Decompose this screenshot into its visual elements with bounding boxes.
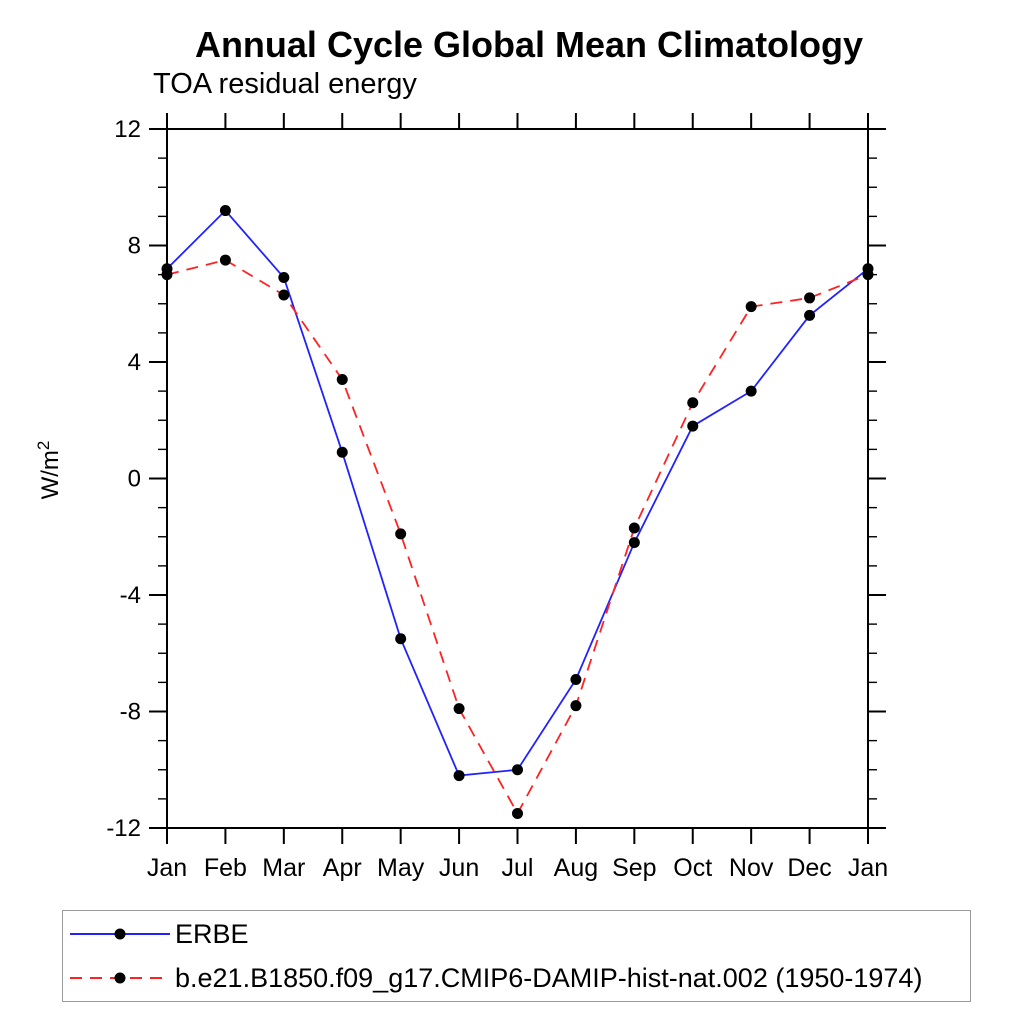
y-axis-tick-labels: -12 -8 -4 0 4 8 12 bbox=[106, 116, 141, 842]
legend-label-erbe: ERBE bbox=[175, 918, 249, 949]
chart-subtitle: TOA residual energy bbox=[153, 68, 417, 100]
y-tick-label: 4 bbox=[128, 349, 141, 376]
x-tick-label: Oct bbox=[673, 854, 712, 882]
legend-item-model: b.e21.B1850.f09_g17.CMIP6-DAMIP-hist-nat… bbox=[67, 956, 970, 1000]
x-tick-label: Jul bbox=[502, 854, 534, 882]
data-point-marker bbox=[628, 522, 640, 534]
data-point-marker bbox=[687, 420, 699, 432]
data-point-marker bbox=[745, 385, 757, 397]
data-point-marker bbox=[395, 528, 407, 540]
chart-title: Annual Cycle Global Mean Climatology bbox=[194, 24, 864, 65]
data-point-marker bbox=[862, 269, 874, 281]
data-point-marker bbox=[395, 633, 407, 645]
x-tick-label: Jun bbox=[439, 854, 479, 882]
y-tick-label: 12 bbox=[114, 116, 141, 143]
model-markers bbox=[161, 254, 874, 819]
data-point-marker bbox=[278, 272, 290, 284]
y-axis-ticks bbox=[149, 128, 886, 829]
data-point-marker bbox=[453, 770, 465, 782]
x-axis-tick-labels: Jan Feb Mar Apr May Jun Jul Aug Sep Oct Nov Dec Jan bbox=[147, 854, 888, 882]
data-point-marker bbox=[570, 673, 582, 685]
data-point-marker bbox=[512, 764, 523, 776]
data-point-marker bbox=[161, 269, 173, 281]
legend-item-erbe: ERBE bbox=[67, 912, 970, 956]
y-tick-label: 0 bbox=[128, 466, 141, 493]
data-point-marker bbox=[453, 703, 465, 715]
x-tick-label: Jan bbox=[147, 854, 187, 882]
x-tick-label: Sep bbox=[612, 854, 656, 882]
data-point-marker bbox=[219, 205, 231, 217]
legend-box: ERBE b.e21.B1850.f09_g17.CMIP6-DAMIP-his… bbox=[62, 910, 971, 1002]
plot-frame bbox=[166, 128, 869, 829]
y-tick-label: -8 bbox=[120, 699, 141, 726]
data-point-marker bbox=[512, 807, 523, 819]
model-line bbox=[166, 259, 869, 816]
legend-label-model: b.e21.B1850.f09_g17.CMIP6-DAMIP-hist-nat… bbox=[175, 962, 923, 993]
x-tick-label: Nov bbox=[729, 854, 774, 882]
data-point-marker bbox=[687, 397, 699, 409]
y-tick-label: -4 bbox=[120, 582, 141, 609]
x-axis-ticks bbox=[166, 113, 869, 844]
legend-line-sample-model bbox=[70, 972, 170, 984]
data-point-marker bbox=[570, 700, 582, 712]
data-point-marker bbox=[804, 309, 816, 321]
x-tick-label: May bbox=[377, 854, 425, 882]
y-tick-label: -12 bbox=[106, 815, 141, 842]
erbe-line bbox=[166, 209, 869, 777]
y-axis-title: W/m2 bbox=[34, 441, 64, 500]
x-tick-label: Apr bbox=[323, 854, 362, 882]
x-tick-label: Mar bbox=[262, 854, 305, 882]
data-point-marker bbox=[219, 254, 231, 266]
data-point-marker bbox=[804, 292, 816, 304]
data-point-marker bbox=[628, 537, 640, 549]
legend-marker-icon bbox=[114, 928, 126, 940]
legend-marker-icon bbox=[114, 972, 126, 984]
legend-line-sample-erbe bbox=[70, 928, 170, 940]
x-tick-label: Feb bbox=[204, 854, 247, 882]
data-point-marker bbox=[745, 301, 757, 313]
x-tick-label: Jan bbox=[848, 854, 888, 882]
x-tick-label: Aug bbox=[554, 854, 598, 882]
erbe-markers bbox=[161, 205, 874, 782]
x-tick-label: Dec bbox=[787, 854, 831, 882]
data-point-marker bbox=[336, 446, 348, 458]
data-point-marker bbox=[278, 289, 290, 301]
data-point-marker bbox=[336, 373, 348, 385]
y-tick-label: 8 bbox=[128, 233, 141, 260]
